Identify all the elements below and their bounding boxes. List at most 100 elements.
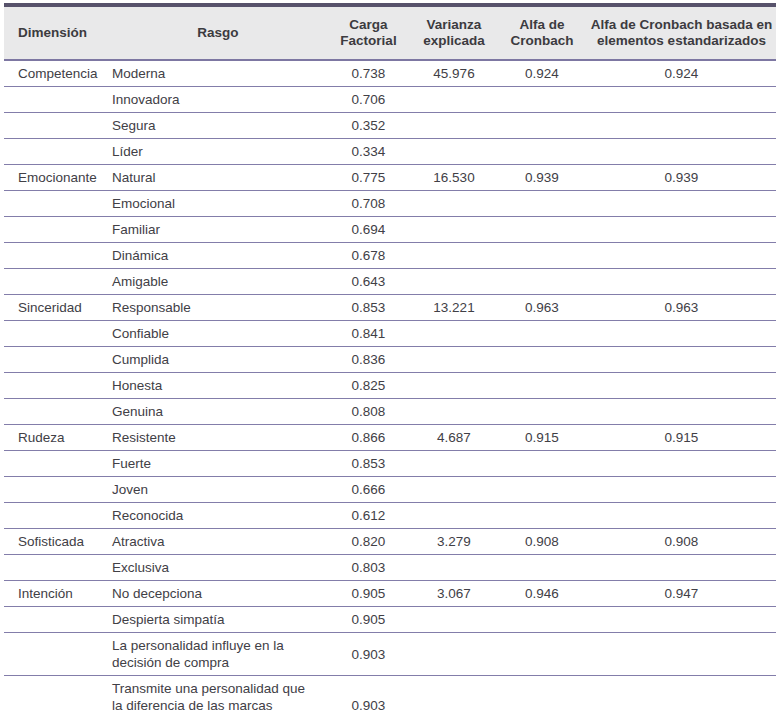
carga-cell: 0.853 xyxy=(326,451,411,477)
rasgo-cell: No decepciona xyxy=(110,581,326,607)
rasgo-cell: Despierta simpatía xyxy=(110,607,326,633)
rasgo-cell: Familiar xyxy=(110,217,326,243)
alfa-std-cell xyxy=(587,373,776,399)
rasgo-cell: Responsable xyxy=(110,295,326,321)
carga-cell: 0.708 xyxy=(326,191,411,217)
varianza-cell: 16.530 xyxy=(411,165,497,191)
dimension-cell xyxy=(4,87,110,113)
dimension-cell: Intención xyxy=(4,581,110,607)
table-row: Honesta0.825 xyxy=(4,373,776,399)
table-row: Fuerte0.853 xyxy=(4,451,776,477)
alfa-std-cell: 0.947 xyxy=(587,581,776,607)
carga-cell: 0.706 xyxy=(326,87,411,113)
rasgo-cell: Honesta xyxy=(110,373,326,399)
dimension-cell: Sofisticada xyxy=(4,529,110,555)
carga-cell: 0.808 xyxy=(326,399,411,425)
column-header-rasgo: Rasgo xyxy=(110,5,326,60)
carga-cell: 0.825 xyxy=(326,373,411,399)
varianza-cell: 3.279 xyxy=(411,529,497,555)
carga-cell: 0.334 xyxy=(326,139,411,165)
rasgo-cell: Reconocida xyxy=(110,503,326,529)
carga-cell: 0.775 xyxy=(326,165,411,191)
alfa-cell xyxy=(497,113,587,139)
dimension-cell xyxy=(4,113,110,139)
varianza-cell xyxy=(411,607,497,633)
carga-cell: 0.905 xyxy=(326,581,411,607)
alfa-std-cell xyxy=(587,191,776,217)
alfa-std-cell xyxy=(587,399,776,425)
factor-analysis-table: DimensiónRasgoCarga FactorialVarianza ex… xyxy=(4,3,776,716)
reliability-table-container: DimensiónRasgoCarga FactorialVarianza ex… xyxy=(0,0,780,716)
dimension-cell xyxy=(4,399,110,425)
dimension-cell: Sinceridad xyxy=(4,295,110,321)
alfa-std-cell: 0.963 xyxy=(587,295,776,321)
varianza-cell xyxy=(411,321,497,347)
alfa-std-cell xyxy=(587,347,776,373)
alfa-cell xyxy=(497,87,587,113)
dimension-cell xyxy=(4,607,110,633)
alfa-cell xyxy=(497,191,587,217)
column-header-alfa-cronbach: Alfa de Cronbach xyxy=(497,5,587,60)
varianza-cell xyxy=(411,217,497,243)
column-header-varianza-explicada: Varianza explicada xyxy=(411,5,497,60)
rasgo-cell: Confiable xyxy=(110,321,326,347)
carga-cell: 0.905 xyxy=(326,607,411,633)
alfa-cell xyxy=(497,139,587,165)
rasgo-cell: Natural xyxy=(110,165,326,191)
table-row: Despierta simpatía0.905 xyxy=(4,607,776,633)
dimension-cell: Rudeza xyxy=(4,425,110,451)
alfa-std-cell xyxy=(587,139,776,165)
alfa-std-cell xyxy=(587,607,776,633)
varianza-cell xyxy=(411,87,497,113)
rasgo-cell: Transmite una personalidad que la difere… xyxy=(110,676,326,716)
rasgo-cell: Moderna xyxy=(110,60,326,87)
rasgo-cell: Joven xyxy=(110,477,326,503)
varianza-cell xyxy=(411,451,497,477)
alfa-std-cell: 0.939 xyxy=(587,165,776,191)
alfa-std-cell xyxy=(587,243,776,269)
varianza-cell xyxy=(411,555,497,581)
alfa-cell xyxy=(497,607,587,633)
table-row: Confiable0.841 xyxy=(4,321,776,347)
table-row: Innovadora0.706 xyxy=(4,87,776,113)
alfa-cell: 0.908 xyxy=(497,529,587,555)
dimension-cell xyxy=(4,676,110,716)
alfa-std-cell xyxy=(587,477,776,503)
table-row: Emocional0.708 xyxy=(4,191,776,217)
dimension-cell xyxy=(4,451,110,477)
varianza-cell xyxy=(411,269,497,295)
alfa-cell xyxy=(497,373,587,399)
carga-cell: 0.694 xyxy=(326,217,411,243)
varianza-cell xyxy=(411,676,497,716)
carga-cell: 0.820 xyxy=(326,529,411,555)
carga-cell: 0.841 xyxy=(326,321,411,347)
alfa-std-cell xyxy=(587,633,776,676)
table-row: La personalidad influye en la decisión d… xyxy=(4,633,776,676)
header-row: DimensiónRasgoCarga FactorialVarianza ex… xyxy=(4,5,776,60)
dimension-cell xyxy=(4,243,110,269)
varianza-cell xyxy=(411,347,497,373)
table-row: Reconocida0.612 xyxy=(4,503,776,529)
varianza-cell xyxy=(411,139,497,165)
dimension-cell: Competencia xyxy=(4,60,110,87)
alfa-cell xyxy=(497,399,587,425)
alfa-std-cell xyxy=(587,113,776,139)
dimension-cell xyxy=(4,139,110,165)
rasgo-cell: Genuina xyxy=(110,399,326,425)
rasgo-cell: Exclusiva xyxy=(110,555,326,581)
table-row: SofisticadaAtractiva0.8203.2790.9080.908 xyxy=(4,529,776,555)
varianza-cell xyxy=(411,503,497,529)
rasgo-cell: La personalidad influye en la decisión d… xyxy=(110,633,326,676)
alfa-cell xyxy=(497,217,587,243)
dimension-cell xyxy=(4,269,110,295)
table-row: Exclusiva0.803 xyxy=(4,555,776,581)
dimension-cell xyxy=(4,633,110,676)
rasgo-cell: Segura xyxy=(110,113,326,139)
alfa-cell: 0.924 xyxy=(497,60,587,87)
alfa-cell xyxy=(497,555,587,581)
column-header-carga-factorial: Carga Factorial xyxy=(326,5,411,60)
carga-cell: 0.643 xyxy=(326,269,411,295)
alfa-std-cell: 0.915 xyxy=(587,425,776,451)
varianza-cell xyxy=(411,191,497,217)
alfa-cell xyxy=(497,477,587,503)
